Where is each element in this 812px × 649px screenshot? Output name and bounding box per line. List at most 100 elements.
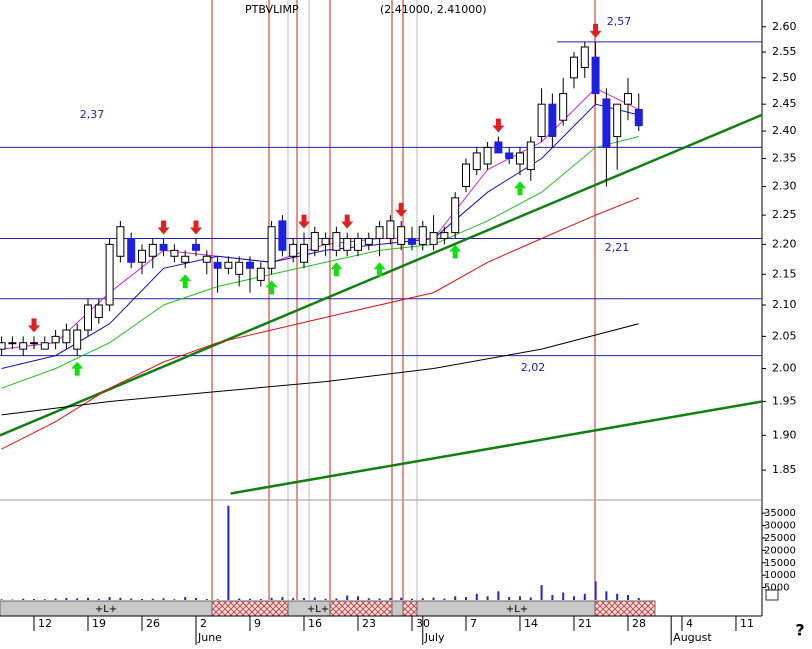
strip-segment	[595, 601, 655, 616]
x-tick-label: 30	[416, 617, 430, 630]
volume-bar	[433, 598, 435, 600]
candle-body	[506, 153, 513, 159]
volume-bar	[260, 599, 262, 600]
x-tick-label: 2	[200, 617, 207, 630]
candle-body	[538, 104, 545, 136]
candle-body	[20, 343, 27, 349]
candle-body	[290, 244, 297, 256]
x-tick-label: 14	[524, 617, 538, 630]
candle-body	[106, 244, 113, 305]
volume-bar	[325, 599, 327, 600]
candle-body	[268, 227, 275, 269]
volume-bar	[605, 591, 607, 600]
volume-bar	[292, 598, 294, 600]
volume-bar	[357, 596, 359, 600]
candle-body	[484, 147, 491, 164]
x-tick-label: 16	[308, 617, 322, 630]
volume-bar	[119, 598, 121, 600]
volume-bar	[530, 598, 532, 600]
y-tick-label: 1.95	[772, 395, 797, 408]
volume-bar	[195, 598, 197, 600]
y-tick-label: 10000	[764, 570, 796, 581]
volume-bar	[22, 599, 24, 600]
volume-bar	[368, 598, 370, 600]
y-tick-label: 2.50	[772, 71, 797, 84]
x-tick-label: 26	[146, 617, 160, 630]
candle	[268, 221, 275, 274]
x-tick-label: 4	[686, 617, 693, 630]
candle-body	[160, 244, 167, 250]
y-tick-label: 2.45	[772, 97, 797, 110]
candle-body	[30, 343, 37, 344]
strip-segment	[392, 601, 403, 616]
y-tick-label: 20000	[764, 545, 796, 556]
candle-body	[570, 57, 577, 78]
volume-bar	[249, 599, 251, 600]
volume-bar	[389, 598, 391, 600]
chart-title: PTBVLIMP	[245, 3, 299, 16]
volume-bar	[487, 596, 489, 600]
level-label: 2,21	[605, 241, 630, 254]
y-tick-label: 1.85	[772, 463, 797, 476]
level-label: 2,02	[521, 361, 546, 374]
x-tick-label: 21	[578, 617, 592, 630]
volume-bar	[551, 595, 553, 600]
volume-bar	[443, 599, 445, 600]
candle-body	[279, 221, 286, 250]
volume-bar	[573, 596, 575, 600]
strip-segment	[403, 601, 417, 616]
y-tick-label: 2.15	[772, 267, 797, 280]
y-tick-label: 5000	[764, 583, 789, 594]
candle-body	[84, 305, 91, 330]
strip-label: +L+	[95, 604, 117, 615]
volume-bar	[411, 599, 413, 600]
volume-bar	[87, 598, 89, 600]
candle-body	[138, 250, 145, 262]
volume-bar	[627, 595, 629, 600]
y-tick-label: 2.10	[772, 298, 797, 311]
y-tick-label: 2.20	[772, 237, 797, 250]
candle-body	[387, 221, 394, 239]
y-tick-label: 2.35	[772, 151, 797, 164]
candle-body	[592, 57, 599, 93]
x-tick-label: 9	[254, 617, 261, 630]
volume-bar	[76, 598, 78, 600]
volume-bar	[508, 597, 510, 600]
y-tick-label: 2.00	[772, 362, 797, 375]
x-tick-label: 23	[362, 617, 376, 630]
candle-body	[603, 99, 610, 148]
candle-body	[635, 110, 642, 126]
candle-body	[171, 250, 178, 256]
x-tick-label: 12	[38, 617, 52, 630]
candle-body	[452, 198, 459, 233]
candle-body	[365, 238, 372, 244]
help-icon[interactable]: ?	[795, 621, 804, 640]
candle-body	[52, 336, 59, 342]
volume-bar	[109, 597, 111, 600]
candle-body	[149, 244, 156, 256]
y-tick-label: 25000	[764, 533, 796, 544]
volume-bar	[422, 598, 424, 600]
level-label: 2,57	[607, 15, 632, 28]
y-tick-label: 15000	[764, 558, 796, 569]
candle-body	[128, 238, 135, 262]
y-tick-label: 35000	[764, 508, 796, 519]
x-tick-label: 11	[740, 617, 754, 630]
candle-body	[333, 233, 340, 251]
volume-bar	[638, 598, 640, 600]
candle-body	[74, 330, 81, 349]
level-label: 2,37	[80, 108, 105, 121]
candle-body	[430, 233, 437, 245]
volume-bar	[206, 599, 208, 600]
y-tick-label: 1.90	[772, 428, 797, 441]
candle-body	[95, 305, 102, 317]
volume-bar	[281, 597, 283, 600]
x-tick-label: 19	[92, 617, 106, 630]
month-label: July	[424, 631, 445, 644]
candle-body	[581, 47, 588, 68]
strip-segment	[330, 601, 392, 616]
x-tick-label: 28	[632, 617, 646, 630]
y-tick-label: 2.25	[772, 208, 797, 221]
candle-body	[225, 262, 232, 268]
